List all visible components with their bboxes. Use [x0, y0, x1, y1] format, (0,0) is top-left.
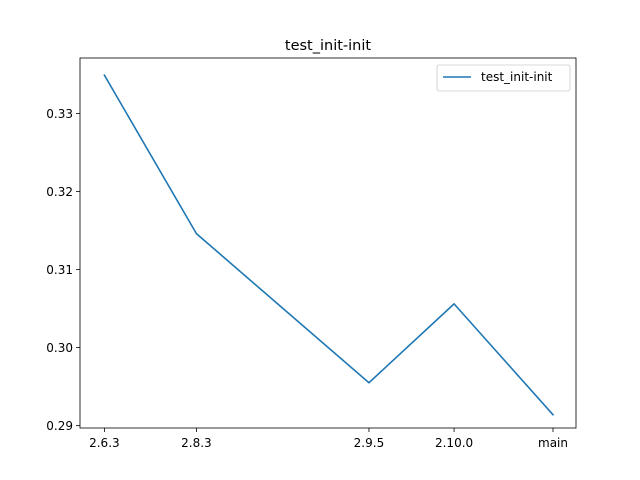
y-tick-label: 0.30 [46, 341, 73, 355]
y-tick-label: 0.29 [46, 419, 73, 433]
x-tick-label: 2.8.3 [181, 436, 212, 450]
x-tick-label: 2.9.5 [354, 436, 385, 450]
x-tick-label: main [538, 436, 568, 450]
y-axis-ticks: 0.29 0.30 0.31 0.32 0.33 [46, 107, 80, 433]
y-tick-label: 0.32 [46, 185, 73, 199]
plot-area [80, 58, 576, 428]
x-tick-label: 2.6.3 [89, 436, 120, 450]
x-axis-ticks: 2.6.3 2.8.3 2.9.5 2.10.0 main [89, 428, 568, 450]
y-tick-label: 0.33 [46, 107, 73, 121]
chart-title: test_init-init [285, 38, 372, 54]
legend-box [436, 64, 571, 92]
y-tick-label: 0.31 [46, 263, 73, 277]
plot-frame [79, 57, 577, 429]
series-layer [103, 74, 555, 416]
x-tick-label: 2.10.0 [435, 436, 473, 450]
series-line [103, 74, 555, 416]
legend-label: test_init-init [481, 70, 553, 84]
legend: test_init-init [436, 64, 571, 92]
